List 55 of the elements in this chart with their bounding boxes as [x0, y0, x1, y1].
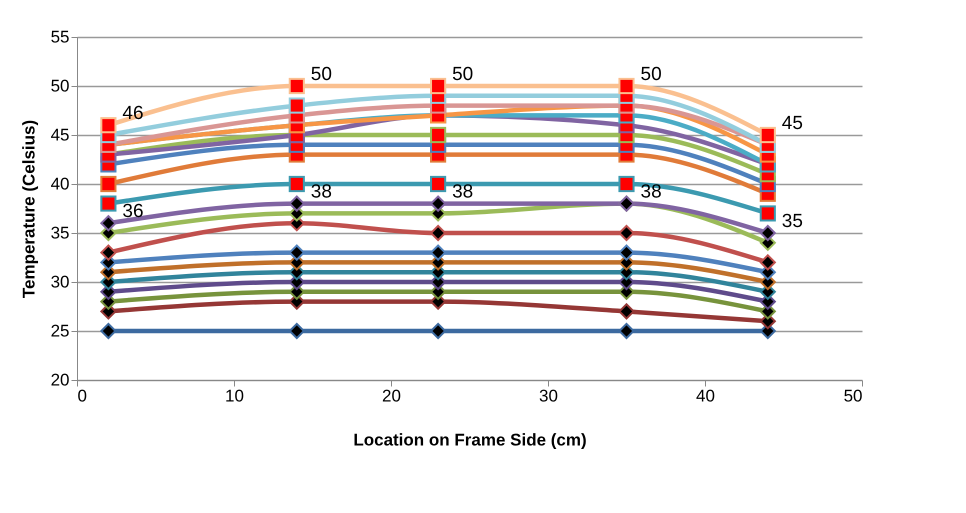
- data-label: 35: [782, 211, 803, 232]
- point: [618, 322, 635, 340]
- x-tick-label: 20: [382, 386, 401, 406]
- point: [430, 78, 446, 94]
- point: [618, 176, 635, 192]
- point: [760, 205, 776, 222]
- point: [288, 196, 305, 212]
- y-tick-label: 35: [50, 224, 70, 242]
- point: [430, 196, 446, 212]
- data-label: 50: [452, 64, 474, 85]
- point: [288, 78, 305, 94]
- data-label: 38: [310, 182, 332, 203]
- point: [760, 224, 776, 242]
- x-tick-label: 10: [225, 386, 244, 406]
- point: [618, 224, 635, 242]
- y-tick-label: 30: [50, 272, 70, 292]
- point: [430, 176, 446, 192]
- point: [618, 303, 635, 320]
- y-tick-label: 40: [50, 174, 70, 194]
- point: [288, 244, 305, 261]
- point: [430, 322, 446, 340]
- x-tick-label: 30: [539, 386, 558, 406]
- point: [618, 244, 635, 261]
- y-tick-label: 50: [50, 76, 70, 96]
- data-label: 46: [122, 103, 144, 124]
- point: [100, 176, 116, 192]
- point: [430, 126, 446, 144]
- data-label: 50: [310, 64, 332, 85]
- data-label: 38: [452, 182, 474, 203]
- y-axis-title: Temperature (Celsius): [20, 120, 39, 298]
- x-tick-label: 40: [696, 386, 715, 406]
- point: [100, 196, 116, 212]
- point: [288, 98, 305, 114]
- point: [618, 78, 635, 94]
- point: [288, 322, 305, 340]
- data-label: 36: [122, 201, 144, 222]
- point: [288, 176, 305, 192]
- point: [760, 254, 776, 270]
- point: [100, 322, 116, 340]
- y-tick-label: 45: [50, 126, 70, 144]
- y-tick-label: 55: [50, 28, 70, 46]
- point: [760, 126, 776, 144]
- x-tick-label: 50: [844, 386, 862, 406]
- data-label: 38: [640, 182, 662, 203]
- point: [430, 244, 446, 261]
- x-tick-label: 0: [78, 386, 87, 406]
- point: [100, 244, 116, 261]
- x-axis-title: Location on Frame Side (cm): [353, 430, 587, 450]
- data-label: 45: [782, 113, 803, 134]
- point: [100, 215, 116, 232]
- y-tick-label: 20: [50, 370, 70, 390]
- point: [100, 117, 116, 134]
- data-label: 50: [640, 64, 662, 85]
- point: [430, 224, 446, 242]
- y-tick-label: 25: [50, 322, 70, 340]
